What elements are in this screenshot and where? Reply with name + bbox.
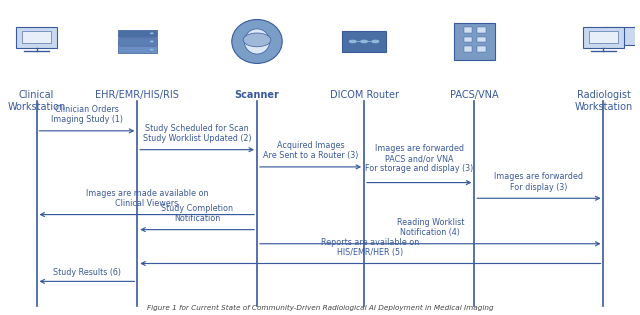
Bar: [118, 38, 157, 45]
Text: Clinician Orders
Imaging Study (1): Clinician Orders Imaging Study (1): [51, 105, 123, 124]
Text: Figure 1 for Current State of Community-Driven Radiological AI Deployment in Med: Figure 1 for Current State of Community-…: [147, 305, 493, 311]
Bar: [477, 46, 486, 52]
Ellipse shape: [244, 29, 269, 54]
Bar: [583, 27, 624, 48]
Text: Radiologist
Workstation: Radiologist Workstation: [574, 90, 632, 112]
Text: Study Results (6): Study Results (6): [53, 268, 121, 277]
Text: DICOM Router: DICOM Router: [330, 90, 399, 100]
Ellipse shape: [232, 20, 282, 63]
Bar: [454, 23, 495, 60]
Text: Reading Worklist
Notification (4): Reading Worklist Notification (4): [397, 218, 464, 237]
Circle shape: [150, 32, 154, 34]
Circle shape: [150, 41, 154, 43]
Bar: [602, 27, 637, 45]
Text: Images are made available on
Clinical Viewers: Images are made available on Clinical Vi…: [86, 189, 208, 208]
Bar: [342, 31, 386, 52]
Text: Images are forwarded
PACS and/or VNA
For storage and display (3): Images are forwarded PACS and/or VNA For…: [365, 144, 474, 174]
Text: EHR/EMR/HIS/RIS: EHR/EMR/HIS/RIS: [95, 90, 179, 100]
Bar: [477, 37, 486, 43]
Text: Scanner: Scanner: [235, 90, 280, 100]
Text: Clinical
Workstation: Clinical Workstation: [8, 90, 66, 112]
Circle shape: [360, 39, 369, 44]
Bar: [118, 46, 157, 53]
Circle shape: [371, 39, 380, 44]
Bar: [118, 30, 157, 37]
Text: Study Scheduled for Scan
Study Worklist Updated (2): Study Scheduled for Scan Study Worklist …: [143, 124, 252, 143]
Text: Images are forwarded
For display (3): Images are forwarded For display (3): [495, 172, 584, 192]
Circle shape: [243, 33, 271, 47]
Circle shape: [348, 39, 357, 44]
Circle shape: [150, 49, 154, 51]
Bar: [463, 37, 472, 43]
Bar: [463, 27, 472, 33]
Bar: [589, 31, 618, 43]
Text: Reports are available on
HIS/EMR/HER (5): Reports are available on HIS/EMR/HER (5): [321, 238, 420, 257]
Text: PACS/VNA: PACS/VNA: [450, 90, 499, 100]
Bar: [463, 46, 472, 52]
Text: Acquired Images
Are Sent to a Router (3): Acquired Images Are Sent to a Router (3): [263, 141, 358, 160]
Bar: [16, 27, 57, 48]
Bar: [22, 31, 51, 43]
Bar: [477, 27, 486, 33]
Text: Study Completion
Notification: Study Completion Notification: [161, 203, 233, 223]
